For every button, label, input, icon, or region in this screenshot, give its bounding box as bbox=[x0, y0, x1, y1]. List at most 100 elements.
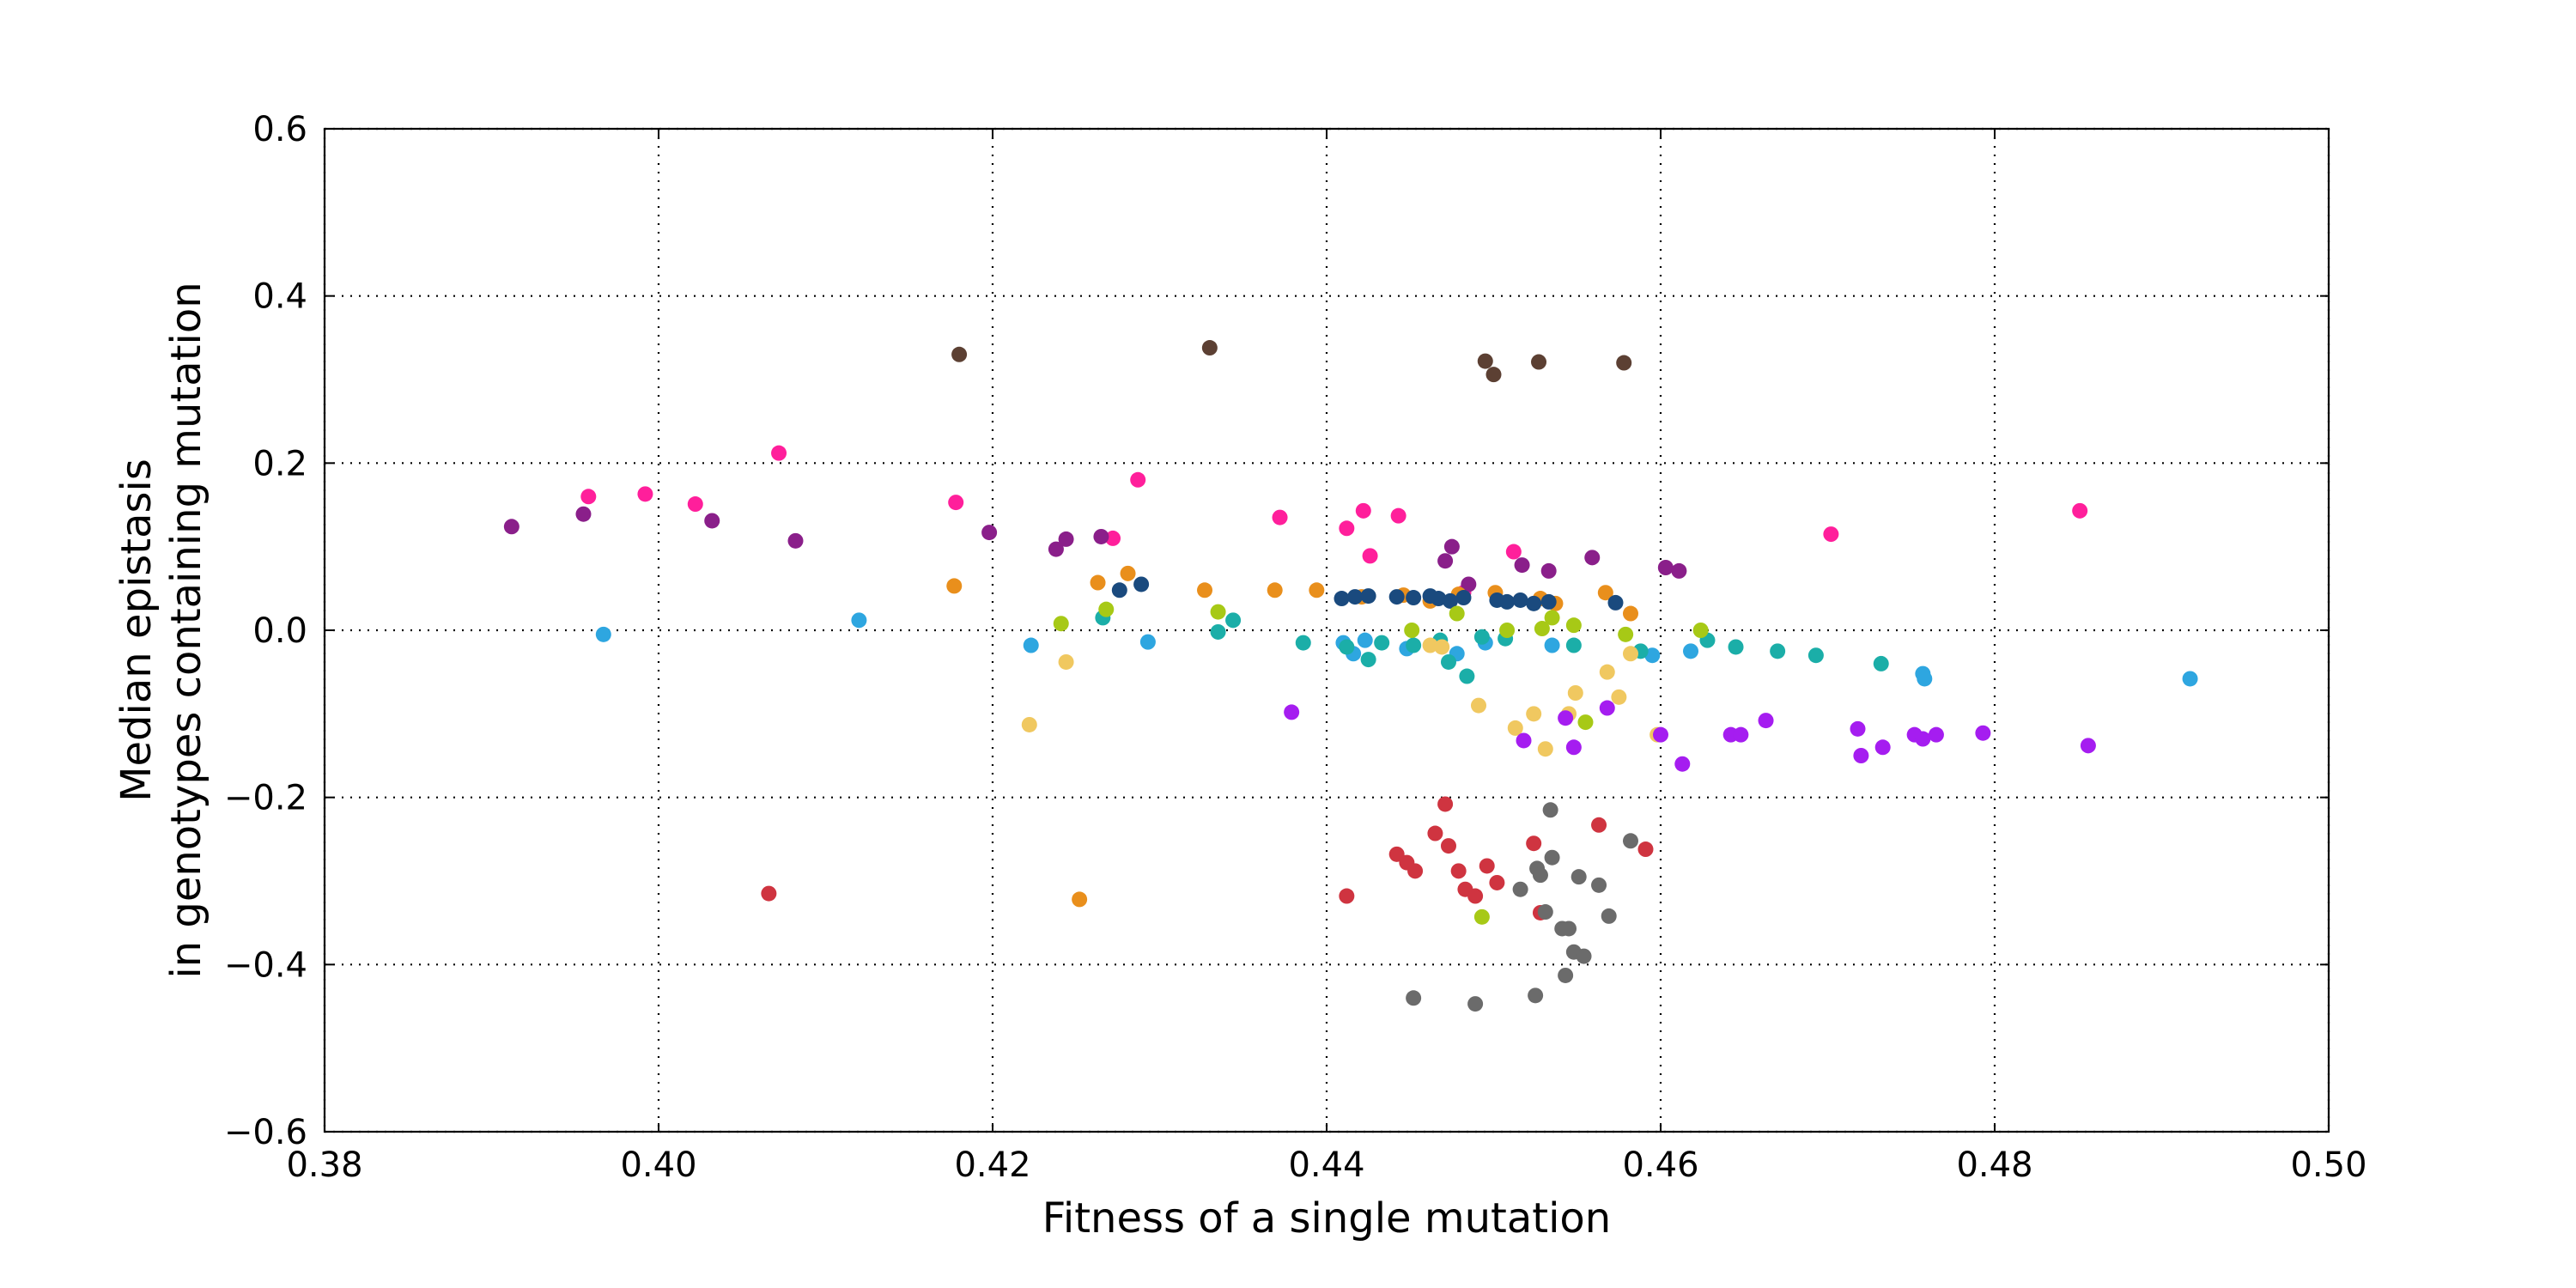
data-point bbox=[1601, 908, 1617, 924]
data-point bbox=[1058, 531, 1074, 547]
data-point bbox=[1526, 595, 1542, 611]
data-point bbox=[1360, 652, 1376, 668]
data-point bbox=[1473, 629, 1490, 645]
data-point bbox=[503, 519, 519, 535]
data-point bbox=[1571, 869, 1587, 885]
data-point bbox=[1449, 605, 1465, 622]
x-tick-label: 0.38 bbox=[286, 1145, 362, 1185]
y-tick-label: 0.0 bbox=[252, 611, 307, 651]
y-axis-label: Median epistasisin genotypes containing … bbox=[112, 282, 210, 978]
data-point bbox=[1499, 623, 1516, 638]
data-point bbox=[1507, 720, 1523, 736]
data-point bbox=[948, 495, 964, 511]
y-tick-label: −0.2 bbox=[224, 779, 307, 818]
data-point bbox=[1975, 725, 1991, 741]
data-point bbox=[951, 346, 968, 362]
data-point bbox=[1599, 700, 1615, 716]
y-tick-label: 0.2 bbox=[252, 444, 307, 483]
data-point bbox=[1653, 726, 1668, 743]
data-point bbox=[1459, 668, 1475, 684]
data-point bbox=[1440, 838, 1456, 854]
data-point bbox=[1021, 716, 1037, 732]
data-point bbox=[1565, 637, 1582, 653]
data-point bbox=[1540, 593, 1557, 610]
data-point bbox=[1339, 520, 1355, 537]
data-point bbox=[595, 626, 611, 642]
data-point bbox=[1591, 817, 1607, 833]
data-points bbox=[503, 340, 2198, 1012]
data-point bbox=[1528, 987, 1544, 1004]
data-point bbox=[637, 486, 653, 502]
data-point bbox=[1048, 541, 1064, 557]
data-point bbox=[1637, 841, 1654, 858]
x-tick-label: 0.44 bbox=[1288, 1145, 1364, 1185]
data-point bbox=[1130, 471, 1146, 488]
data-point bbox=[1437, 553, 1454, 569]
data-point bbox=[1485, 367, 1502, 383]
data-point bbox=[704, 513, 720, 529]
data-point bbox=[1622, 833, 1638, 849]
grid-lines bbox=[323, 127, 2330, 1133]
data-point bbox=[1339, 639, 1355, 655]
data-point bbox=[1360, 588, 1376, 605]
x-tick-label: 0.48 bbox=[1956, 1145, 2032, 1185]
data-point bbox=[1526, 706, 1542, 722]
data-point bbox=[1295, 635, 1311, 651]
data-point bbox=[1023, 637, 1039, 653]
data-point bbox=[1644, 647, 1661, 664]
data-point bbox=[1339, 888, 1355, 904]
y-tick-label: 0.4 bbox=[252, 277, 307, 317]
data-point bbox=[575, 506, 592, 522]
data-point bbox=[1516, 732, 1532, 749]
data-point bbox=[1733, 726, 1749, 743]
data-point bbox=[1618, 626, 1634, 642]
data-point bbox=[1611, 689, 1627, 705]
y-tick-label: −0.6 bbox=[224, 1113, 307, 1152]
data-point bbox=[1437, 796, 1454, 812]
y-tick-label: 0.6 bbox=[252, 110, 307, 149]
data-point bbox=[1473, 908, 1490, 925]
data-point bbox=[1450, 863, 1467, 879]
data-point bbox=[1531, 354, 1547, 370]
data-point bbox=[1479, 858, 1495, 874]
data-point bbox=[787, 532, 804, 549]
data-point bbox=[1674, 756, 1691, 772]
data-point bbox=[1671, 562, 1687, 579]
data-point bbox=[1561, 920, 1577, 937]
data-point bbox=[1526, 835, 1542, 852]
data-point bbox=[1558, 967, 1574, 983]
data-point bbox=[1512, 881, 1528, 897]
x-tick-label: 0.40 bbox=[620, 1145, 696, 1185]
data-point bbox=[1565, 739, 1582, 756]
data-point bbox=[1201, 340, 1218, 356]
data-point bbox=[1357, 632, 1373, 648]
data-point bbox=[1597, 585, 1613, 601]
data-point bbox=[1461, 576, 1477, 592]
data-point bbox=[1565, 617, 1582, 634]
x-axis-label: Fitness of a single mutation bbox=[1042, 1194, 1611, 1242]
data-point bbox=[1058, 653, 1074, 670]
data-point bbox=[1853, 748, 1869, 763]
data-point bbox=[1917, 671, 1933, 687]
data-point bbox=[1540, 562, 1557, 579]
data-point bbox=[1477, 353, 1493, 369]
data-point bbox=[1388, 589, 1405, 605]
data-point bbox=[1534, 621, 1550, 637]
x-tick-label: 0.50 bbox=[2290, 1145, 2366, 1185]
data-point bbox=[1090, 574, 1106, 591]
data-point bbox=[1053, 616, 1069, 632]
data-point bbox=[1347, 589, 1364, 605]
data-point bbox=[1514, 557, 1530, 574]
data-point bbox=[1584, 550, 1601, 566]
data-point bbox=[687, 496, 703, 513]
y-axis-label-line: in genotypes containing mutation bbox=[162, 282, 210, 978]
data-point bbox=[1390, 507, 1406, 524]
data-point bbox=[1284, 704, 1300, 720]
data-point bbox=[1309, 582, 1325, 598]
data-point bbox=[1537, 741, 1553, 757]
data-point bbox=[1406, 637, 1422, 653]
data-point bbox=[1542, 802, 1558, 818]
data-point bbox=[1120, 565, 1136, 581]
data-point bbox=[1434, 639, 1450, 655]
